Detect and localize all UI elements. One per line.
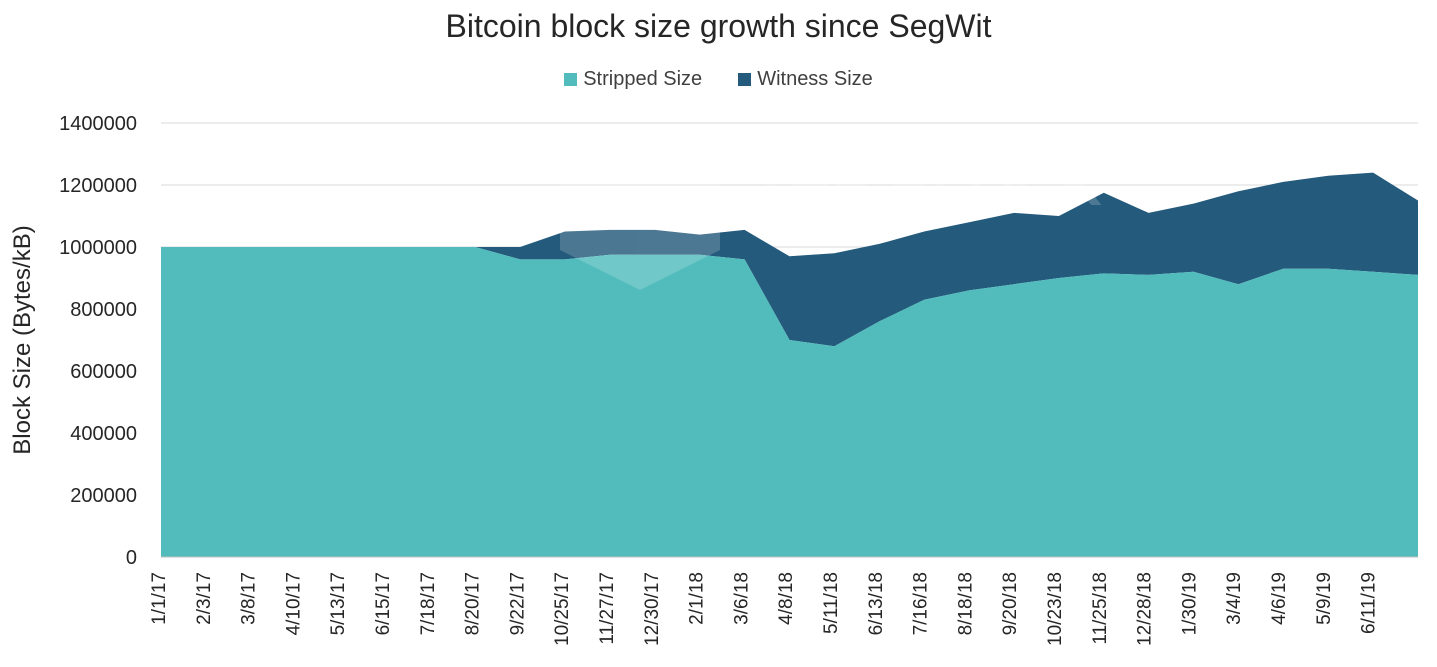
- y-axis-label: Block Size (Bytes/kB): [9, 225, 36, 454]
- y-tick-label: 1000000: [59, 237, 137, 259]
- legend-swatch-witness: [738, 73, 752, 86]
- x-tick-label: 8/18/18: [955, 572, 976, 635]
- legend-item-stripped: Stripped Size: [564, 68, 702, 91]
- x-tick-label: 12/28/18: [1135, 572, 1156, 646]
- y-tick-label: 0: [126, 547, 137, 569]
- x-tick-label: 11/27/17: [597, 572, 618, 645]
- y-tick-label: 1400000: [59, 113, 137, 135]
- x-tick-label: 4/8/18: [776, 572, 797, 625]
- x-tick-label: 1/30/19: [1179, 572, 1200, 635]
- series-area-stripped: [161, 247, 1418, 557]
- x-tick-label: 4/10/17: [283, 572, 304, 635]
- legend-label-stripped: Stripped Size: [583, 68, 703, 90]
- x-tick-label: 3/6/18: [731, 572, 752, 625]
- watermark-logo-icon: [560, 125, 720, 290]
- x-tick-label: 9/22/17: [507, 572, 528, 635]
- x-tick-label: 8/20/17: [463, 572, 484, 635]
- watermark-text: THE BLOCK: [752, 151, 1102, 218]
- x-tick-label: 4/6/19: [1269, 572, 1290, 625]
- x-tick-label: 7/16/18: [911, 572, 932, 635]
- x-tick-label: 7/18/17: [418, 572, 439, 635]
- x-tick-label: 11/25/18: [1090, 572, 1111, 645]
- x-tick-label: 3/4/19: [1224, 572, 1245, 625]
- x-tick-label: 6/15/17: [373, 572, 394, 635]
- watermark: THE BLOCK: [560, 125, 1102, 290]
- legend-label-witness: Witness Size: [757, 68, 873, 90]
- legend-item-witness: Witness Size: [738, 68, 873, 91]
- x-tick-label: 2/1/18: [687, 572, 708, 625]
- x-tick-label: 5/11/18: [821, 572, 842, 634]
- x-tick-label: 3/8/17: [239, 572, 260, 625]
- y-tick-label: 800000: [70, 299, 137, 321]
- y-tick-label: 1200000: [59, 175, 137, 197]
- x-tick-label: 5/13/17: [328, 572, 349, 635]
- x-tick-label: 10/25/17: [552, 572, 573, 646]
- y-tick-label: 200000: [70, 485, 137, 507]
- chart-title: Bitcoin block size growth since SegWit: [445, 8, 992, 44]
- x-tick-label: 12/30/17: [642, 572, 663, 646]
- legend: Stripped Size Witness Size: [0, 68, 1437, 91]
- legend-swatch-stripped: [564, 73, 578, 86]
- x-tick-label: 10/23/18: [1045, 572, 1066, 646]
- y-tick-label: 600000: [70, 361, 137, 383]
- x-tick-label: 9/20/18: [1000, 572, 1021, 635]
- x-tick-label: 2/3/17: [194, 572, 215, 625]
- x-tick-label: 6/13/18: [866, 572, 887, 635]
- x-tick-label: 1/1/17: [149, 572, 170, 625]
- x-tick-label: 6/11/19: [1359, 572, 1380, 634]
- x-tick-label: 5/9/19: [1314, 572, 1335, 625]
- series-area-witness: [161, 172, 1418, 347]
- y-tick-label: 400000: [70, 423, 137, 445]
